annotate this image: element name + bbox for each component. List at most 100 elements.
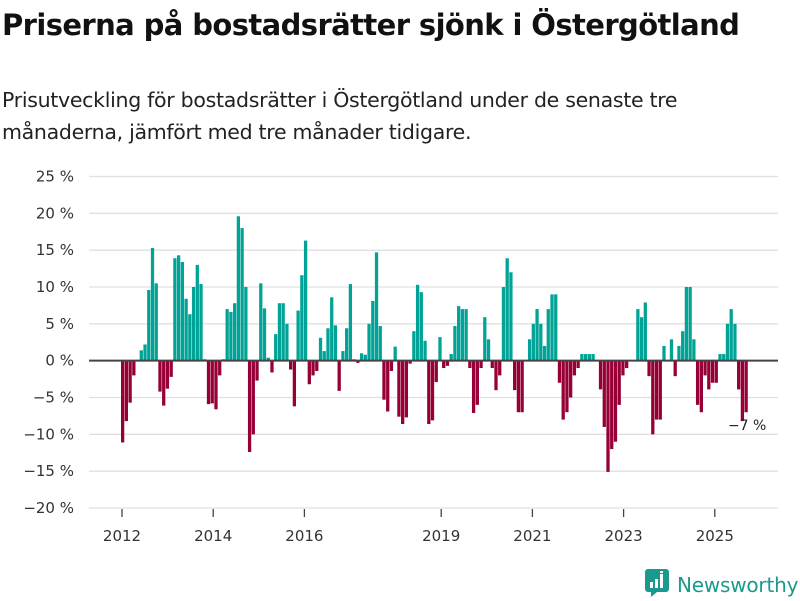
bar — [348, 284, 353, 361]
bar — [333, 325, 338, 361]
bar — [602, 360, 606, 427]
x-tick-label: 2023 — [605, 527, 643, 545]
bar — [479, 360, 483, 369]
bar — [206, 360, 211, 405]
bar — [408, 360, 412, 364]
bar — [557, 360, 562, 383]
bar — [307, 360, 311, 385]
bar — [483, 317, 487, 361]
bar — [722, 354, 726, 361]
bar — [565, 360, 569, 413]
bar — [303, 240, 308, 361]
bar — [374, 252, 379, 361]
y-axis: 25 % 20 % 15 % 10 % 5 % 0 % −5 % −10 % −15 % −20 … — [23, 168, 74, 518]
bar — [311, 360, 315, 376]
y-tick-label: 0 % — [45, 352, 74, 370]
bar — [572, 360, 577, 376]
bar — [613, 360, 618, 442]
bar — [270, 360, 274, 373]
bar — [430, 360, 435, 421]
bar — [121, 360, 125, 443]
bar — [281, 303, 285, 361]
bar — [195, 264, 199, 361]
bar — [610, 360, 614, 450]
bar — [300, 275, 304, 361]
bar — [229, 312, 233, 361]
bar — [546, 309, 550, 361]
bar — [363, 354, 367, 361]
bar — [733, 323, 737, 361]
bar — [337, 360, 341, 391]
bar — [453, 326, 457, 361]
bar — [356, 360, 360, 363]
bar — [233, 303, 237, 361]
bar — [371, 301, 375, 361]
bar — [165, 360, 170, 389]
bar — [442, 360, 446, 369]
chart-title: Priserna på bostadsrätter sjönk i Österg… — [2, 8, 740, 42]
bar — [386, 360, 390, 412]
bar — [322, 351, 326, 361]
bar — [177, 255, 181, 361]
bar — [714, 360, 718, 383]
y-tick-label: 15 % — [36, 241, 74, 259]
bar — [621, 360, 625, 376]
bar — [382, 360, 386, 400]
bar — [625, 360, 629, 369]
bar — [710, 360, 715, 383]
y-tick-label: 10 % — [36, 278, 74, 296]
bar — [184, 298, 188, 361]
bar — [707, 360, 711, 390]
x-axis: 2012 2014 2016 2019 2021 2023 2025 — [103, 509, 734, 545]
bar — [434, 360, 438, 383]
bar — [580, 354, 584, 361]
bar — [128, 360, 132, 403]
bar — [158, 360, 162, 392]
bar — [139, 350, 143, 361]
bar — [449, 354, 453, 361]
bar — [240, 228, 244, 361]
bar — [744, 360, 748, 413]
bar — [124, 360, 129, 422]
bar — [688, 287, 692, 361]
bar — [501, 287, 506, 361]
bar — [505, 258, 509, 361]
bar — [471, 360, 476, 413]
bar — [606, 360, 610, 472]
x-tick-label: 2016 — [285, 527, 323, 545]
bar — [695, 360, 700, 405]
bar — [404, 360, 409, 418]
bar — [341, 351, 345, 361]
bar — [554, 294, 558, 361]
bars — [121, 216, 748, 472]
bar — [654, 360, 659, 420]
bar — [445, 360, 450, 366]
bar — [737, 360, 741, 390]
bar — [218, 360, 222, 376]
bar — [617, 360, 621, 405]
bar — [498, 360, 502, 376]
bar — [692, 339, 696, 361]
bar — [251, 360, 255, 435]
bar — [662, 345, 666, 361]
bar — [225, 309, 229, 361]
bar — [401, 360, 405, 425]
bar — [740, 360, 745, 422]
bar — [542, 345, 547, 361]
bar — [516, 360, 521, 413]
bar — [191, 287, 196, 361]
bar — [244, 287, 248, 361]
x-tick-label: 2014 — [194, 527, 232, 545]
y-tick-label: 20 % — [36, 204, 74, 222]
bar — [669, 339, 674, 361]
bar — [359, 353, 364, 361]
bar — [292, 360, 297, 407]
bar — [438, 337, 442, 361]
bar — [296, 310, 300, 361]
bar — [583, 354, 588, 361]
bar-chart-badge-icon — [645, 569, 669, 601]
bar — [576, 360, 580, 369]
bar — [699, 360, 703, 413]
bar — [173, 258, 177, 361]
